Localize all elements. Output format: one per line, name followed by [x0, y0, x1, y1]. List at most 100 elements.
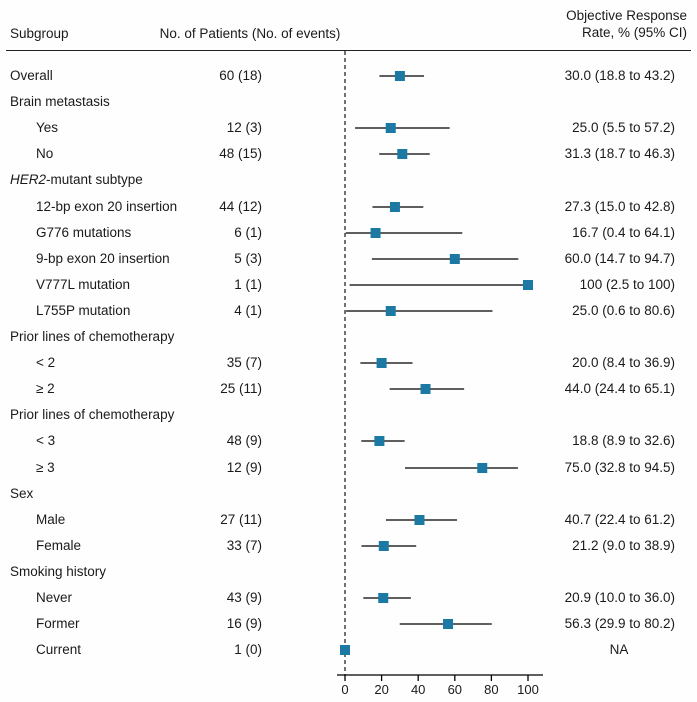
estimate-marker: [394, 71, 405, 81]
x-axis-tick-label: 20: [374, 682, 388, 697]
subgroup-label: Male: [36, 512, 66, 527]
orr-value: 25.0 (5.5 to 57.2): [572, 120, 675, 135]
subgroup-row: Yes 12 (3) 25.0 (5.5 to 57.2): [0, 115, 697, 141]
header-divider: [6, 50, 691, 51]
subgroup-label: Never: [36, 590, 73, 605]
column-header-orr-line2: Rate, % (95% CI): [581, 25, 687, 40]
orr-value: 16.7 (0.4 to 64.1): [572, 225, 675, 240]
estimate-marker: [370, 228, 381, 238]
subgroup-label: Smoking history: [10, 564, 107, 579]
estimate-marker: [443, 619, 454, 629]
patients-count: 12 (9): [226, 460, 262, 475]
estimate-marker: [374, 436, 385, 446]
x-axis-tick-label: 40: [411, 682, 425, 697]
subgroup-label: G776 mutations: [36, 225, 132, 240]
orr-value: 18.8 (8.9 to 32.6): [572, 433, 675, 448]
group-header-row: Prior lines of chemotherapy: [0, 324, 697, 350]
group-header-row: Prior lines of chemotherapy: [0, 402, 697, 428]
subgroup-row: Current 1 (0) NA: [0, 637, 697, 663]
estimate-marker: [385, 123, 396, 133]
x-axis-tick-label: 0: [341, 682, 348, 697]
patients-count: 48 (15): [219, 146, 262, 161]
orr-value: 20.9 (10.0 to 36.0): [564, 590, 675, 605]
estimate-marker: [477, 463, 488, 473]
patients-count: 16 (9): [226, 616, 262, 631]
subgroup-row: 12-bp exon 20 insertion 44 (12) 27.3 (15.0…: [0, 194, 697, 220]
subgroup-label: Yes: [36, 120, 59, 135]
orr-value: 44.0 (24.4 to 65.1): [564, 381, 675, 396]
group-header-row: HER2-mutant subtype: [0, 167, 697, 193]
patients-count: 33 (7): [226, 538, 262, 553]
orr-value: 20.0 (8.4 to 36.9): [572, 355, 675, 370]
subgroup-row: < 2 35 (7) 20.0 (8.4 to 36.9): [0, 350, 697, 376]
subgroup-label: 9-bp exon 20 insertion: [36, 251, 170, 266]
patients-count: 35 (7): [226, 355, 262, 370]
subgroup-row: L755P mutation 4 (1) 25.0 (0.6 to 80.6): [0, 298, 697, 324]
patients-count: 1 (0): [234, 642, 262, 657]
estimate-marker: [385, 306, 396, 316]
column-header-patients: No. of Patients (No. of events): [159, 26, 341, 41]
estimate-marker: [449, 254, 460, 264]
group-header-row: Sex: [0, 481, 697, 507]
patients-count: 4 (1): [234, 303, 262, 318]
subgroup-label: Female: [36, 538, 82, 553]
orr-value: 30.0 (18.8 to 43.2): [564, 68, 675, 83]
subgroup-row: Overall 60 (18) 30.0 (18.8 to 43.2): [0, 63, 697, 89]
group-header-row: Brain metastasis: [0, 89, 697, 115]
subgroup-label: < 2: [36, 355, 56, 370]
orr-value: 21.2 (9.0 to 38.9): [572, 538, 675, 553]
column-header-orr-line1: Objective Response: [566, 8, 687, 23]
patients-count: 12 (3): [226, 120, 262, 135]
subgroup-label: Former: [36, 616, 80, 631]
patients-count: 6 (1): [234, 225, 262, 240]
subgroup-row: Never 43 (9) 20.9 (10.0 to 36.0): [0, 585, 697, 611]
subgroup-label: ≥ 3: [36, 460, 55, 475]
patients-count: 44 (12): [219, 199, 262, 214]
subgroup-label: Sex: [10, 486, 34, 501]
x-axis-tick-label: 100: [517, 682, 539, 697]
orr-value: 56.3 (29.9 to 80.2): [564, 616, 675, 631]
subgroup-row: No 48 (15) 31.3 (18.7 to 46.3): [0, 141, 697, 167]
estimate-marker: [523, 280, 533, 290]
orr-value: 40.7 (22.4 to 61.2): [564, 512, 675, 527]
estimate-marker: [378, 593, 389, 603]
patients-count: 5 (3): [234, 251, 262, 266]
patients-count: 25 (11): [220, 381, 262, 396]
estimate-marker: [420, 384, 431, 394]
orr-value: NA: [609, 642, 629, 657]
subgroup-label: Brain metastasis: [10, 94, 110, 109]
subgroup-label: Prior lines of chemotherapy: [10, 407, 175, 422]
subgroup-label: V777L mutation: [36, 277, 131, 292]
subgroup-row: ≥ 3 12 (9) 75.0 (32.8 to 94.5): [0, 455, 697, 481]
patients-count: 27 (11): [220, 512, 262, 527]
estimate-marker: [378, 541, 389, 551]
subgroup-row: Female 33 (7) 21.2 (9.0 to 38.9): [0, 533, 697, 559]
patients-count: 48 (9): [226, 433, 262, 448]
x-axis-tick-label: 60: [448, 682, 462, 697]
orr-value: 25.0 (0.6 to 80.6): [572, 303, 675, 318]
estimate-marker: [397, 149, 408, 159]
subgroup-label: HER2-mutant subtype: [10, 172, 143, 187]
x-axis-tick-label: 80: [484, 682, 498, 697]
subgroup-row: ≥ 2 25 (11) 44.0 (24.4 to 65.1): [0, 376, 697, 402]
orr-value: 100 (2.5 to 100): [579, 277, 675, 292]
subgroup-row: < 3 48 (9) 18.8 (8.9 to 32.6): [0, 428, 697, 454]
patients-count: 1 (1): [234, 277, 262, 292]
subgroup-row: 9-bp exon 20 insertion 5 (3) 60.0 (14.7 to…: [0, 246, 697, 272]
subgroup-label: Current: [36, 642, 82, 657]
subgroup-label: Overall: [10, 68, 53, 83]
subgroup-row: Former 16 (9) 56.3 (29.9 to 80.2): [0, 611, 697, 637]
subgroup-row: V777L mutation 1 (1) 100 (2.5 to 100): [0, 272, 697, 298]
estimate-marker: [376, 358, 387, 368]
subgroup-label: ≥ 2: [36, 381, 55, 396]
orr-value: 27.3 (15.0 to 42.8): [564, 199, 675, 214]
subgroup-label: < 3: [36, 433, 56, 448]
patients-count: 43 (9): [226, 590, 262, 605]
orr-value: 75.0 (32.8 to 94.5): [564, 460, 675, 475]
subgroup-row: Male 27 (11) 40.7 (22.4 to 61.2): [0, 507, 697, 533]
column-header-orr: Objective Response Rate, % (95% CI): [566, 7, 687, 41]
estimate-marker: [389, 202, 400, 212]
subgroup-row: G776 mutations 6 (1) 16.7 (0.4 to 64.1): [0, 220, 697, 246]
